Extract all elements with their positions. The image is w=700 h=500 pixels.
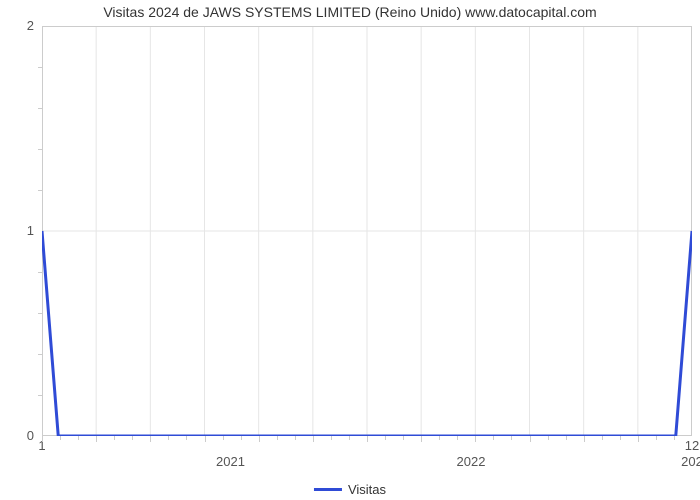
x-minor-tick <box>403 436 404 440</box>
x-minor-tick <box>457 436 458 440</box>
x-minor-tick <box>78 436 79 440</box>
x-minor-tick <box>511 436 512 440</box>
x-year-label: 202 <box>681 454 700 469</box>
x-major-tick <box>96 436 97 442</box>
x-minor-tick <box>602 436 603 440</box>
y-minor-tick <box>38 313 42 314</box>
y-tick-label: 1 <box>0 223 34 238</box>
plot-area <box>42 26 692 436</box>
x-major-tick <box>530 436 531 442</box>
x-major-tick <box>205 436 206 442</box>
x-minor-tick <box>548 436 549 440</box>
x-major-tick <box>421 436 422 442</box>
x-minor-tick <box>295 436 296 440</box>
x-minor-tick <box>385 436 386 440</box>
y-minor-tick <box>38 108 42 109</box>
x-minor-tick <box>566 436 567 440</box>
x-major-tick <box>42 436 43 442</box>
y-tick-label: 2 <box>0 18 34 33</box>
x-minor-tick <box>620 436 621 440</box>
x-major-tick <box>638 436 639 442</box>
y-minor-tick <box>38 354 42 355</box>
x-minor-tick <box>277 436 278 440</box>
x-major-tick <box>584 436 585 442</box>
x-year-label: 2022 <box>457 454 486 469</box>
x-minor-tick <box>241 436 242 440</box>
y-minor-tick <box>38 272 42 273</box>
y-minor-tick <box>38 395 42 396</box>
x-minor-tick <box>349 436 350 440</box>
x-major-tick <box>313 436 314 442</box>
x-minor-tick <box>656 436 657 440</box>
legend-swatch <box>314 488 342 491</box>
x-minor-tick <box>114 436 115 440</box>
x-minor-tick <box>331 436 332 440</box>
x-minor-tick <box>132 436 133 440</box>
x-major-tick <box>475 436 476 442</box>
x-minor-tick <box>186 436 187 440</box>
x-end-label: 12 <box>685 438 699 453</box>
x-major-tick <box>367 436 368 442</box>
y-minor-tick <box>38 190 42 191</box>
x-minor-tick <box>168 436 169 440</box>
y-minor-tick <box>38 67 42 68</box>
chart-container: Visitas 2024 de JAWS SYSTEMS LIMITED (Re… <box>0 0 700 500</box>
x-minor-tick <box>223 436 224 440</box>
x-year-label: 2021 <box>216 454 245 469</box>
y-tick-label: 0 <box>0 428 34 443</box>
y-minor-tick <box>38 149 42 150</box>
legend: Visitas <box>314 482 386 497</box>
x-minor-tick <box>439 436 440 440</box>
x-major-tick <box>150 436 151 442</box>
chart-title: Visitas 2024 de JAWS SYSTEMS LIMITED (Re… <box>0 0 700 20</box>
legend-label: Visitas <box>348 482 386 497</box>
x-minor-tick <box>674 436 675 440</box>
x-minor-tick <box>493 436 494 440</box>
x-minor-tick <box>60 436 61 440</box>
x-major-tick <box>259 436 260 442</box>
